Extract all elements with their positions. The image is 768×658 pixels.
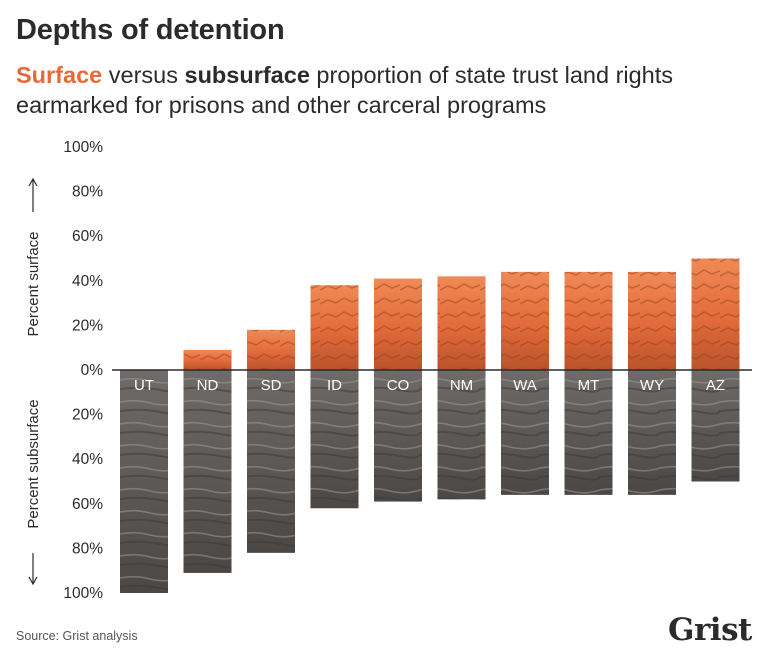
category-label-id: ID bbox=[327, 377, 342, 394]
y-tick-up-80: 80% bbox=[72, 184, 103, 201]
category-label-wy: WY bbox=[640, 377, 664, 394]
y-tick-up-100: 100% bbox=[63, 139, 103, 156]
arrow-down-icon bbox=[28, 576, 38, 586]
bar-surface-texture-az bbox=[691, 258, 740, 370]
chart-subtitle: Surface versus subsurface proportion of … bbox=[16, 60, 756, 120]
y-tick-down-80: 80% bbox=[72, 540, 103, 557]
y-tick-up-40: 40% bbox=[72, 273, 103, 290]
y-tick-down-60: 60% bbox=[72, 496, 103, 513]
category-label-nm: NM bbox=[450, 377, 473, 394]
y-tick-up-20: 20% bbox=[72, 317, 103, 334]
bar-subsurface-texture-ut bbox=[120, 370, 168, 593]
bar-surface-texture-sd bbox=[247, 329, 295, 370]
bar-surface-texture-mt bbox=[564, 271, 613, 370]
bar-surface-texture-wy bbox=[628, 271, 676, 370]
bar-subsurface-texture-wy bbox=[628, 370, 676, 495]
bar-subsurface-texture-sd bbox=[247, 370, 295, 553]
category-label-nd: ND bbox=[197, 377, 219, 394]
category-label-wa: WA bbox=[513, 377, 537, 394]
grist-logo: Grist bbox=[668, 612, 752, 648]
y-tick-up-60: 60% bbox=[72, 228, 103, 245]
y-tick-zero: 0% bbox=[81, 362, 104, 379]
category-label-az: AZ bbox=[706, 377, 725, 394]
bar-subsurface-texture-nm bbox=[437, 370, 486, 500]
bar-surface-texture-nm bbox=[437, 276, 486, 370]
bar-subsurface-texture-wa bbox=[501, 370, 549, 495]
bar-subsurface-texture-az bbox=[691, 370, 740, 482]
subtitle-surface-keyword: Surface bbox=[16, 62, 103, 88]
subtitle-rest: proportion of state trust land rights ea… bbox=[16, 62, 674, 118]
bar-surface-texture-nd bbox=[183, 349, 232, 370]
bar-subsurface-texture-co bbox=[374, 370, 422, 502]
category-label-mt: MT bbox=[578, 377, 600, 394]
category-label-sd: SD bbox=[261, 377, 282, 394]
arrow-up-icon bbox=[28, 177, 38, 187]
y-axis-label-subsurface: Percent subsurface bbox=[25, 399, 42, 528]
y-tick-down-20: 20% bbox=[72, 407, 103, 424]
bar-surface-texture-wa bbox=[501, 271, 549, 370]
subtitle-versus: versus bbox=[102, 62, 185, 88]
y-axis-label-surface: Percent surface bbox=[25, 231, 42, 336]
y-tick-down-100: 100% bbox=[63, 585, 103, 602]
bar-subsurface-texture-mt bbox=[564, 370, 613, 495]
bar-surface-texture-id bbox=[310, 285, 359, 370]
source-note: Source: Grist analysis bbox=[16, 629, 138, 643]
bar-surface-texture-co bbox=[374, 278, 422, 370]
y-tick-down-40: 40% bbox=[72, 451, 103, 468]
category-label-ut: UT bbox=[134, 377, 154, 394]
bar-subsurface-texture-id bbox=[310, 370, 359, 509]
subtitle-subsurface-keyword: subsurface bbox=[184, 62, 310, 88]
bar-subsurface-texture-nd bbox=[183, 370, 232, 573]
category-label-co: CO bbox=[387, 377, 410, 394]
chart-title: Depths of detention bbox=[16, 14, 285, 46]
